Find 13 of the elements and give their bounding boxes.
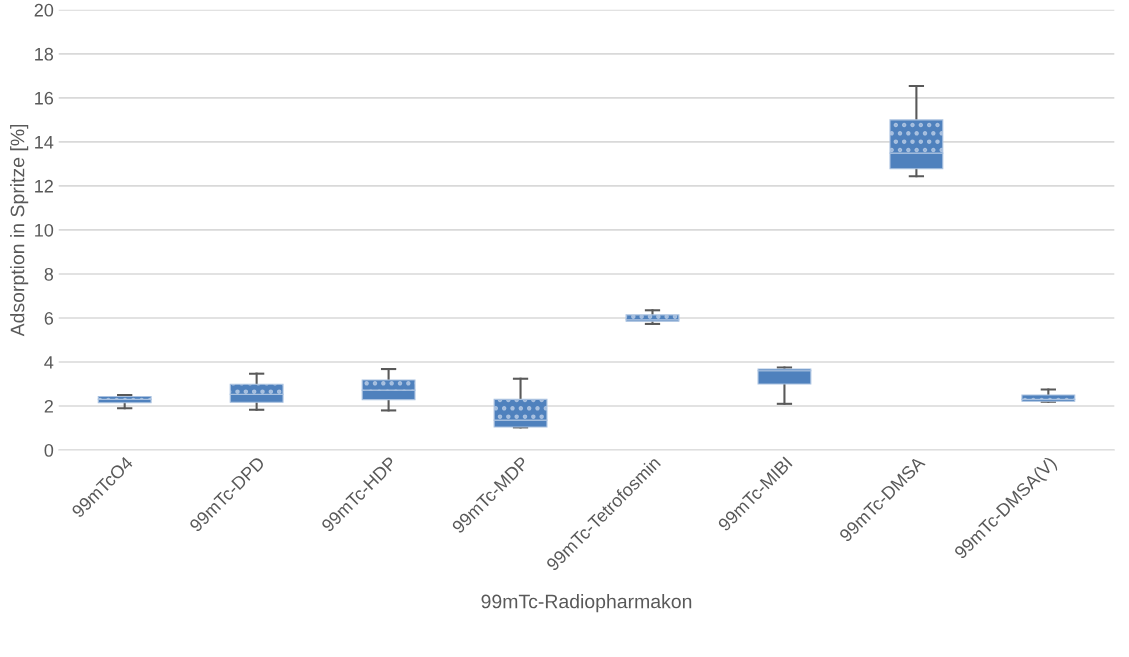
y-tick-label: 10 [35,223,54,237]
y-tick-label: 4 [44,356,54,369]
y-tick-label: 8 [44,267,54,281]
y-tick-label: 20 [34,3,54,17]
y-tick-label: 14 [35,136,54,149]
x-axis-title: 99mTc-Radiopharmakon [481,594,692,613]
y-axis-title: Adsorption in Spritze [%] [10,124,29,337]
y-tick-label: 2 [44,399,53,413]
y-tick-label: 18 [35,47,54,61]
y-tick-label: 0 [44,443,54,457]
y-tick-label: 16 [35,91,54,105]
y-tick-label: 6 [44,311,54,325]
y-tick-label: 12 [35,179,53,193]
